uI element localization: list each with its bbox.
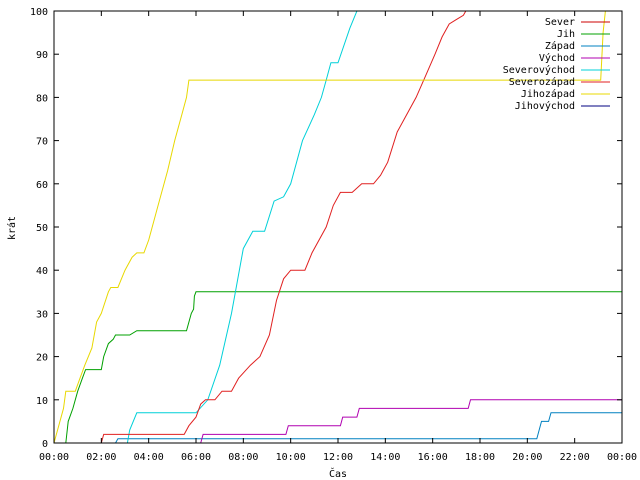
x-tick-label: 20:00	[512, 452, 542, 463]
y-tick-label: 100	[30, 7, 48, 18]
y-tick-label: 10	[36, 396, 48, 407]
x-axis-ticks: 00:00 02:00 04:00 06:00 08:00 10:00 12:00 14:00…	[39, 11, 637, 463]
y-tick-label: 50	[36, 223, 48, 234]
x-tick-label: 14:00	[370, 452, 400, 463]
series-line	[53, 10, 622, 444]
series-line	[54, 291, 622, 444]
x-tick-label: 18:00	[465, 452, 495, 463]
x-tick-label: 10:00	[276, 452, 306, 463]
x-tick-label: 02:00	[86, 452, 116, 463]
x-tick-label: 04:00	[134, 452, 164, 463]
legend-label: Západ	[545, 40, 575, 52]
series-line	[54, 10, 469, 444]
y-tick-label: 90	[36, 50, 48, 61]
x-axis-label: Čas	[329, 467, 347, 480]
legend-label: Severovýchod	[503, 64, 575, 76]
y-tick-label: 30	[36, 309, 48, 320]
legend-label: Jihozápad	[521, 88, 575, 100]
x-tick-label: 00:00	[607, 452, 637, 463]
x-tick-label: 12:00	[323, 452, 353, 463]
y-tick-label: 40	[36, 266, 48, 277]
x-tick-label: 06:00	[181, 452, 211, 463]
y-tick-label: 0	[42, 439, 48, 450]
x-tick-label: 16:00	[418, 452, 448, 463]
y-tick-label: 70	[36, 137, 48, 148]
x-tick-label: 22:00	[560, 452, 590, 463]
legend-label: Jih	[557, 29, 575, 40]
legend-label: Jihovýchod	[515, 100, 575, 112]
legend-label: Severozápad	[509, 76, 575, 88]
plot-series	[53, 10, 622, 444]
series-line	[54, 399, 622, 444]
y-axis-ticks: 0 10 20 30 40 50 60 70 80 90 100	[30, 7, 622, 450]
y-tick-label: 20	[36, 353, 48, 364]
series-line	[54, 412, 622, 444]
legend-label: Sever	[545, 17, 575, 28]
y-tick-label: 60	[36, 180, 48, 191]
legend: SeverJihZápadVýchodSeverovýchodSeverozáp…	[503, 17, 610, 112]
legend-label: Východ	[539, 52, 575, 64]
series-line	[54, 10, 362, 444]
y-tick-label: 80	[36, 93, 48, 104]
y-axis-label: krát	[6, 216, 18, 240]
x-tick-label: 00:00	[39, 452, 69, 463]
x-tick-label: 08:00	[228, 452, 258, 463]
